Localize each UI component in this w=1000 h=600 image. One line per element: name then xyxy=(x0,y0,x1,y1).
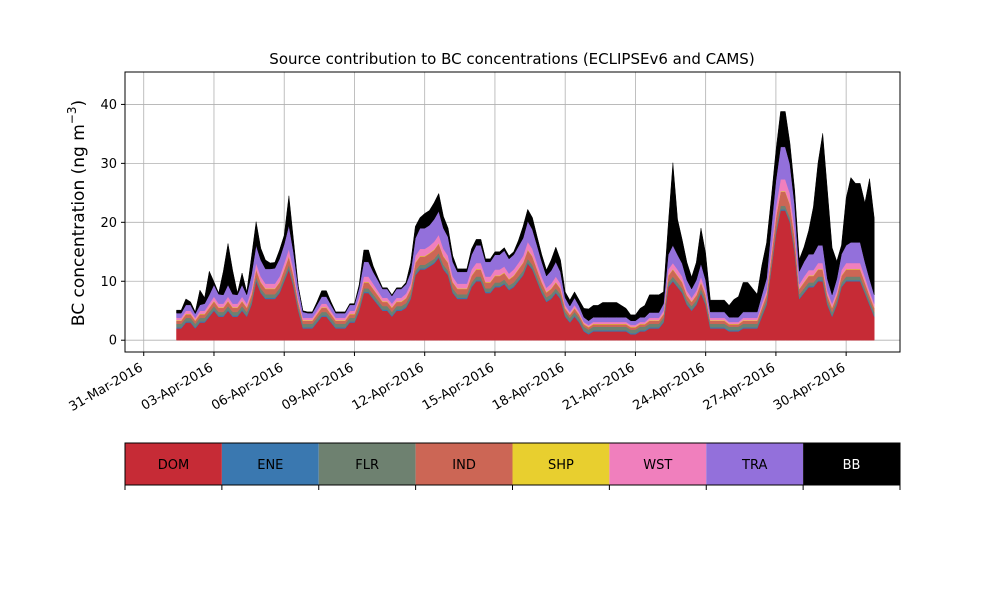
legend-label-dom: DOM xyxy=(158,458,189,473)
legend-label-ene: ENE xyxy=(257,458,283,473)
x-tick-label-9: 27-Apr-2016 xyxy=(701,360,778,413)
y-axis-label: BC concentration (ng m−3) xyxy=(65,100,89,326)
legend-swatch-shp xyxy=(512,443,610,485)
y-axis-ticks: 0 10 20 30 40 xyxy=(100,98,125,349)
stacked-areas xyxy=(176,111,875,341)
x-tick-label-3: 09-Apr-2016 xyxy=(279,360,356,413)
source-color-legend: DOM ENE FLR IND SHP WST TRA BB xyxy=(124,442,901,490)
legend-label-flr: FLR xyxy=(355,458,379,473)
y-tick-label-2: 20 xyxy=(100,216,117,231)
legend-swatch-wst xyxy=(609,443,707,485)
legend-swatch-dom xyxy=(125,443,222,485)
y-tick-label-4: 40 xyxy=(100,98,117,113)
legend-label-bb: BB xyxy=(843,458,861,473)
x-tick-label-1: 03-Apr-2016 xyxy=(139,360,216,413)
chart-title: Source contribution to BC concentrations… xyxy=(269,50,754,68)
legend-label-ind: IND xyxy=(452,458,476,473)
legend-swatch-bb xyxy=(803,443,900,485)
y-tick-label-0: 0 xyxy=(109,334,117,349)
plot-frame xyxy=(124,71,901,353)
x-tick-label-5: 15-Apr-2016 xyxy=(420,360,497,413)
area-bb xyxy=(176,111,875,322)
legend-label-wst: WST xyxy=(643,458,672,473)
x-axis-ticks: 31-Mar-201603-Apr-201606-Apr-201609-Apr-… xyxy=(67,352,848,415)
legend-swatch-ene xyxy=(221,443,319,485)
y-tick-label-3: 30 xyxy=(100,157,117,172)
y-tick-label-1: 10 xyxy=(100,275,117,290)
x-tick-label-7: 21-Apr-2016 xyxy=(560,360,637,413)
x-tick-label-0: 31-Mar-2016 xyxy=(67,360,146,414)
legend-swatch-flr xyxy=(318,443,416,485)
x-tick-label-4: 12-Apr-2016 xyxy=(350,360,427,413)
legend-swatch-tra xyxy=(706,443,804,485)
x-tick-label-6: 18-Apr-2016 xyxy=(490,360,567,413)
legend-label-shp: SHP xyxy=(548,458,574,473)
x-tick-label-10: 30-Apr-2016 xyxy=(771,360,848,413)
x-tick-label-2: 06-Apr-2016 xyxy=(209,360,286,413)
x-tick-label-8: 24-Apr-2016 xyxy=(631,360,708,413)
legend-swatch-ind xyxy=(415,443,513,485)
legend-label-tra: TRA xyxy=(741,458,767,473)
